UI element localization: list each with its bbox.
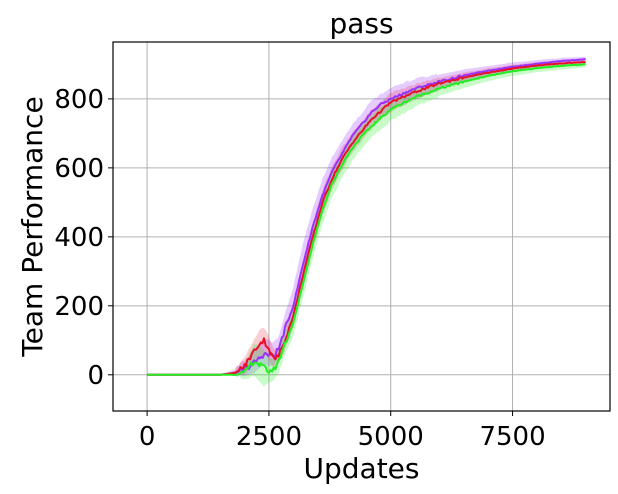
y-axis-title: Team Performance [16,96,49,357]
series-band [147,59,586,376]
y-tick-label: 800 [54,85,104,115]
series-band [147,56,586,377]
y-tick-label: 400 [54,223,104,253]
x-axis-title: Updates [304,452,420,485]
plot-area-frame [112,41,611,412]
x-tick-label: 0 [139,422,156,452]
y-tick-label: 0 [87,361,104,391]
grid-lines [113,42,610,411]
x-tick-label: 5000 [358,422,424,452]
chart-title: pass [329,7,393,40]
x-tick-label: 7500 [479,422,545,452]
x-axis-ticks: 0 2500 5000 7500 [139,411,546,452]
y-axis-ticks: 0 200 400 600 800 [54,85,113,391]
series-line [147,63,586,376]
y-tick-label: 200 [54,292,104,322]
x-tick-label: 2500 [236,422,302,452]
series-band [147,61,586,388]
confidence-bands [147,56,586,388]
series-lines [147,58,586,376]
y-tick-label: 600 [54,154,104,184]
series-line [147,58,586,376]
